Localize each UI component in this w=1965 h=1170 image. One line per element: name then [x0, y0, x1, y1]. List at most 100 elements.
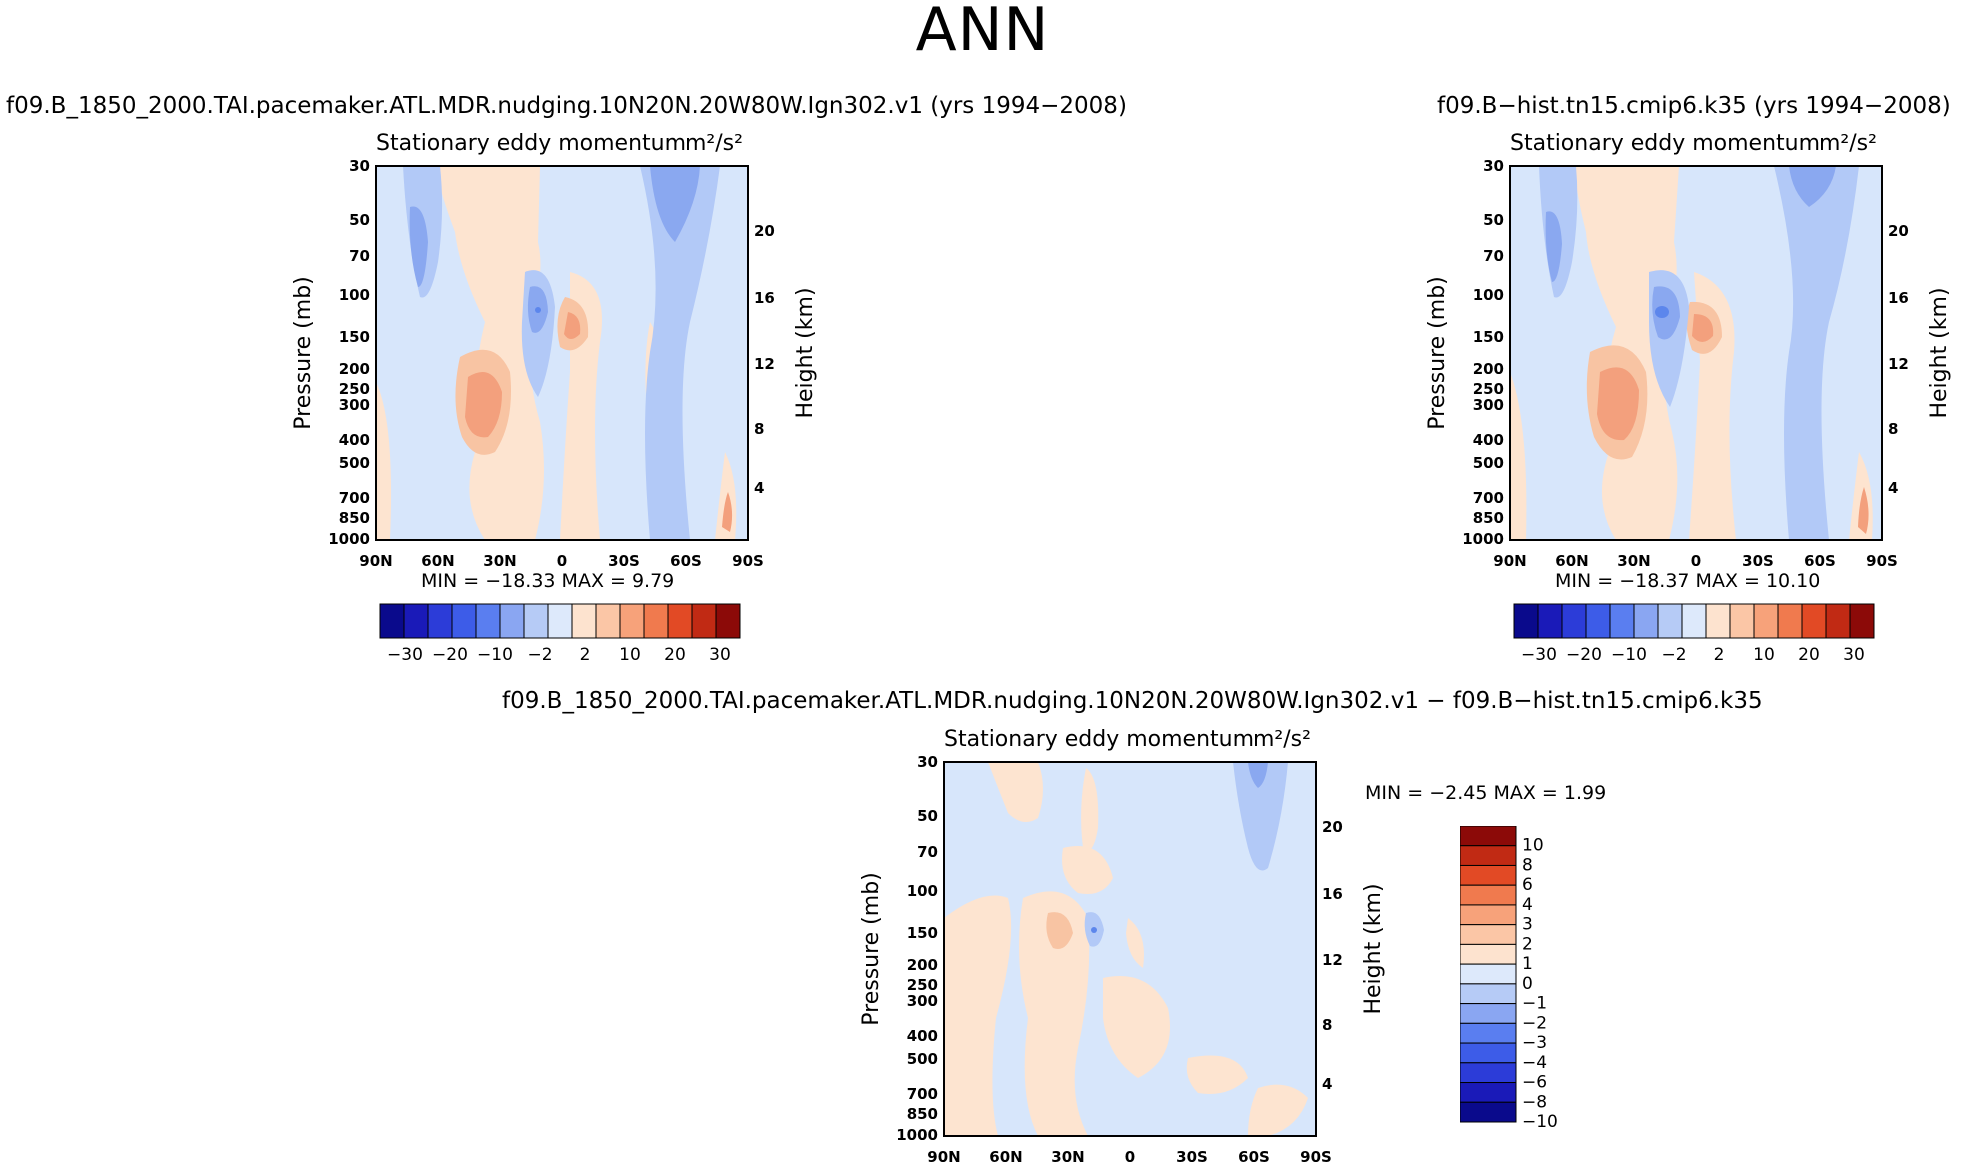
y-tick: 850 [907, 1105, 938, 1123]
panel1-colorbar-labels: −30 −20 −10 −2 2 10 20 30 [387, 645, 731, 665]
colorbar-label: −10 [1522, 1112, 1558, 1132]
x-tick: 60S [1238, 1148, 1270, 1166]
colorbar-box [523, 603, 549, 639]
colorbar-box [1460, 904, 1517, 926]
panel2-x-axis: 90N 60N 30N 0 30S 60S 90S [1493, 552, 1898, 570]
y-tick: 200 [907, 956, 938, 974]
colorbar-label: 30 [1843, 645, 1865, 665]
colorbar-box [1460, 845, 1517, 866]
colorbar-box [1460, 943, 1517, 965]
diff-ylabel: Pressure (mb) [859, 872, 884, 1026]
colorbar-box [1681, 603, 1707, 639]
y-tick: 30 [917, 753, 938, 771]
panel1-colorbar: −30 −20 −10 −2 2 10 20 30 [379, 603, 741, 665]
y-tick: 500 [907, 1050, 938, 1068]
panel1-minmax: MIN = −18.33 MAX = 9.79 [421, 570, 675, 592]
colorbar-box [403, 603, 429, 639]
colorbar-box [1729, 603, 1755, 639]
colorbar-box [595, 603, 621, 639]
y-tick: 100 [339, 286, 370, 304]
y-tick: 400 [339, 431, 370, 449]
colorbar-box [1460, 1022, 1517, 1044]
colorbar-box [427, 603, 453, 639]
colorbar-box [1460, 963, 1517, 985]
panel1-field [376, 166, 748, 540]
colorbar-box [1460, 1003, 1517, 1024]
y-tick: 70 [349, 247, 370, 265]
y-tick: 1000 [328, 530, 370, 548]
colorbar-box [1537, 603, 1563, 639]
colorbar-box [715, 603, 741, 639]
y2-tick: 8 [1888, 420, 1898, 438]
diff-field [944, 762, 1316, 1136]
colorbar-label: 6 [1522, 875, 1533, 895]
x-tick: 0 [557, 552, 567, 570]
y2-tick: 16 [1888, 289, 1909, 307]
y-tick: 250 [1473, 380, 1504, 398]
colorbar-box [475, 603, 501, 639]
x-tick: 30N [483, 552, 516, 570]
colorbar-box [547, 603, 573, 639]
y-tick: 200 [339, 360, 370, 378]
colorbar-box [1460, 924, 1517, 945]
colorbar-label: 1 [1522, 954, 1533, 974]
colorbar-box [571, 603, 597, 639]
y-tick: 50 [349, 211, 370, 229]
colorbar-label: −30 [387, 645, 423, 665]
panel1-x-axis: 90N 60N 30N 0 30S 60S 90S [359, 552, 764, 570]
x-tick: 60N [421, 552, 454, 570]
colorbar-label: −20 [432, 645, 468, 665]
y-tick: 850 [339, 509, 370, 527]
y-tick: 150 [907, 924, 938, 942]
x-tick: 60N [1555, 552, 1588, 570]
diff-x-axis: 90N 60N 30N 0 30S 60S 90S [927, 1148, 1332, 1166]
y2-tick: 20 [754, 222, 775, 240]
panel2-units: m²/s² [1819, 131, 1877, 156]
diff-units: m²/s² [1253, 727, 1311, 752]
y-tick: 100 [1473, 286, 1504, 304]
y-tick: 70 [917, 843, 938, 861]
x-tick: 30S [608, 552, 640, 570]
x-tick: 30S [1742, 552, 1774, 570]
colorbar-label: −10 [1611, 645, 1647, 665]
x-tick: 0 [1691, 552, 1701, 570]
colorbar-box [1657, 603, 1683, 639]
colorbar-box [379, 603, 405, 639]
colorbar-box [667, 603, 693, 639]
y2-tick: 4 [754, 479, 764, 497]
colorbar-label: 10 [1753, 645, 1775, 665]
y2-tick: 12 [754, 355, 775, 373]
x-tick: 30N [1051, 1148, 1084, 1166]
colorbar-box [1460, 884, 1517, 906]
colorbar-label: −2 [1661, 645, 1686, 665]
colorbar-label: 30 [709, 645, 731, 665]
colorbar-box [643, 603, 669, 639]
colorbar-box [1849, 603, 1875, 639]
colorbar-box [1777, 603, 1803, 639]
colorbar-label: −4 [1522, 1053, 1547, 1073]
y-tick: 300 [1473, 396, 1504, 414]
diff-plot: Stationary eddy momentum m²/s² 30 50 70 … [859, 727, 1386, 1166]
x-tick: 60S [670, 552, 702, 570]
y-tick: 30 [1483, 157, 1504, 175]
panel2-plot: Stationary eddy momentum m²/s² 30 50 70 … [1425, 131, 1952, 570]
y2-tick: 4 [1322, 1075, 1332, 1093]
colorbar-box [1825, 603, 1851, 639]
diff-y-axis: 30 50 70 100 150 200 250 300 400 500 700… [896, 753, 938, 1144]
x-tick: 90N [1493, 552, 1526, 570]
colorbar-box [1585, 603, 1611, 639]
x-tick: 30N [1617, 552, 1650, 570]
colorbar-box [1460, 826, 1517, 847]
y-tick: 1000 [896, 1126, 938, 1144]
y-tick: 700 [339, 489, 370, 507]
colorbar-label: 0 [1522, 974, 1533, 994]
x-tick: 90S [1866, 552, 1898, 570]
diff-y2label: Height (km) [1361, 883, 1386, 1014]
colorbar-label: −10 [477, 645, 513, 665]
colorbar-box [1753, 603, 1779, 639]
y2-tick: 20 [1322, 818, 1343, 836]
colorbar-label: −2 [527, 645, 552, 665]
y-tick: 150 [1473, 328, 1504, 346]
